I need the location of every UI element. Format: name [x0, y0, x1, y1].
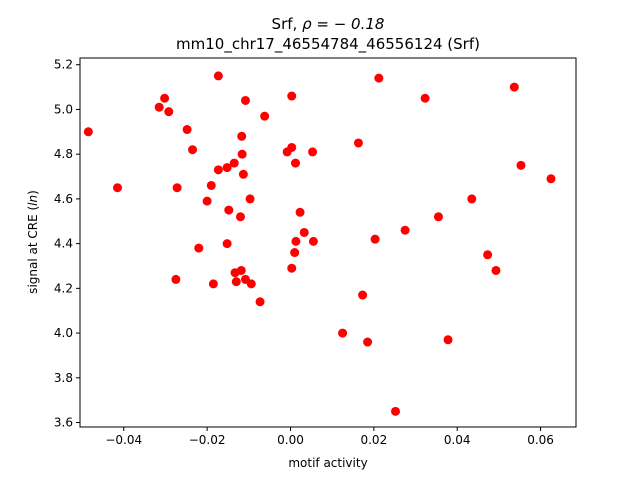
- data-point: [224, 205, 234, 215]
- data-point: [374, 73, 384, 83]
- data-point: [229, 158, 239, 168]
- data-point: [231, 277, 241, 287]
- y-tick-label: 4.6: [54, 192, 73, 206]
- chart-title-line1: Srf, ρ = − 0.18: [272, 15, 385, 33]
- y-axis-ticks: 3.6 3.8 4.0 4.2 4.4 4.6 4.8 5.0 5.2: [54, 58, 80, 430]
- data-point: [213, 165, 223, 175]
- data-point: [260, 111, 270, 121]
- plot-frame: [79, 57, 577, 428]
- data-point: [287, 91, 297, 101]
- data-point: [182, 125, 192, 135]
- x-axis-label: motif activity: [288, 456, 367, 470]
- x-tick-label: −0.04: [105, 433, 142, 447]
- data-point: [208, 279, 218, 289]
- data-point: [164, 107, 174, 117]
- data-point: [240, 95, 250, 105]
- data-point: [154, 102, 164, 112]
- x-tick-label: 0.00: [277, 433, 304, 447]
- data-point: [308, 147, 318, 157]
- data-point: [400, 225, 410, 235]
- y-tick-label: 4.4: [54, 237, 73, 251]
- x-axis-ticks: −0.04 −0.02 0.00 0.02 0.04 0.06: [105, 427, 554, 447]
- y-tick-label: 4.0: [54, 326, 73, 340]
- data-point: [213, 71, 223, 81]
- data-point: [171, 274, 181, 284]
- y-axis-label-suffix: ): [26, 190, 40, 195]
- data-point: [246, 279, 256, 289]
- y-tick-label: 3.6: [54, 416, 73, 430]
- data-point: [83, 127, 93, 137]
- data-point: [420, 93, 430, 103]
- x-tick-label: −0.02: [189, 433, 226, 447]
- data-point: [516, 160, 526, 170]
- data-point: [491, 265, 501, 275]
- data-point: [295, 207, 305, 217]
- data-point: [443, 335, 453, 345]
- data-point: [299, 227, 309, 237]
- data-point: [222, 163, 232, 173]
- data-point: [291, 236, 301, 246]
- data-point: [363, 337, 373, 347]
- data-point: [433, 212, 443, 222]
- data-point: [546, 174, 556, 184]
- data-point: [238, 169, 248, 179]
- data-point: [483, 250, 493, 260]
- y-axis-label-math: ln: [26, 195, 40, 206]
- data-point: [235, 212, 245, 222]
- data-point: [287, 263, 297, 273]
- x-tick-label: 0.04: [444, 433, 471, 447]
- data-point: [509, 82, 519, 92]
- data-point: [290, 248, 300, 258]
- data-point: [236, 265, 246, 275]
- x-tick-label: 0.06: [527, 433, 554, 447]
- data-point: [338, 328, 348, 338]
- data-point: [255, 297, 265, 307]
- data-point: [358, 290, 368, 300]
- x-tick-label: 0.02: [360, 433, 387, 447]
- data-point: [160, 93, 170, 103]
- data-point: [188, 145, 198, 155]
- y-axis-label: signal at CRE (ln): [26, 190, 40, 294]
- y-tick-label: 5.2: [54, 58, 73, 72]
- y-tick-label: 4.2: [54, 281, 73, 295]
- data-point: [237, 131, 247, 141]
- data-point: [202, 196, 212, 206]
- data-point: [237, 149, 247, 159]
- y-tick-label: 4.8: [54, 147, 73, 161]
- data-point: [467, 194, 477, 204]
- data-point: [290, 158, 300, 168]
- data-point: [172, 183, 182, 193]
- data-point: [287, 142, 297, 152]
- y-tick-label: 5.0: [54, 102, 73, 116]
- data-point: [308, 236, 318, 246]
- data-points: [83, 71, 556, 416]
- data-point: [206, 180, 216, 190]
- chart-title-line2: mm10_chr17_46554784_46556124 (Srf): [176, 35, 480, 54]
- data-point: [353, 138, 363, 148]
- data-point: [245, 194, 255, 204]
- y-axis-label-prefix: signal at CRE (: [26, 206, 40, 294]
- data-point: [222, 239, 232, 249]
- chart-title-prefix: Srf,: [272, 15, 303, 33]
- data-point: [370, 234, 380, 244]
- data-point: [194, 243, 204, 253]
- data-point: [113, 183, 123, 193]
- y-tick-label: 3.8: [54, 371, 73, 385]
- data-point: [391, 406, 401, 416]
- chart-title-math: ρ = − 0.18: [302, 15, 384, 33]
